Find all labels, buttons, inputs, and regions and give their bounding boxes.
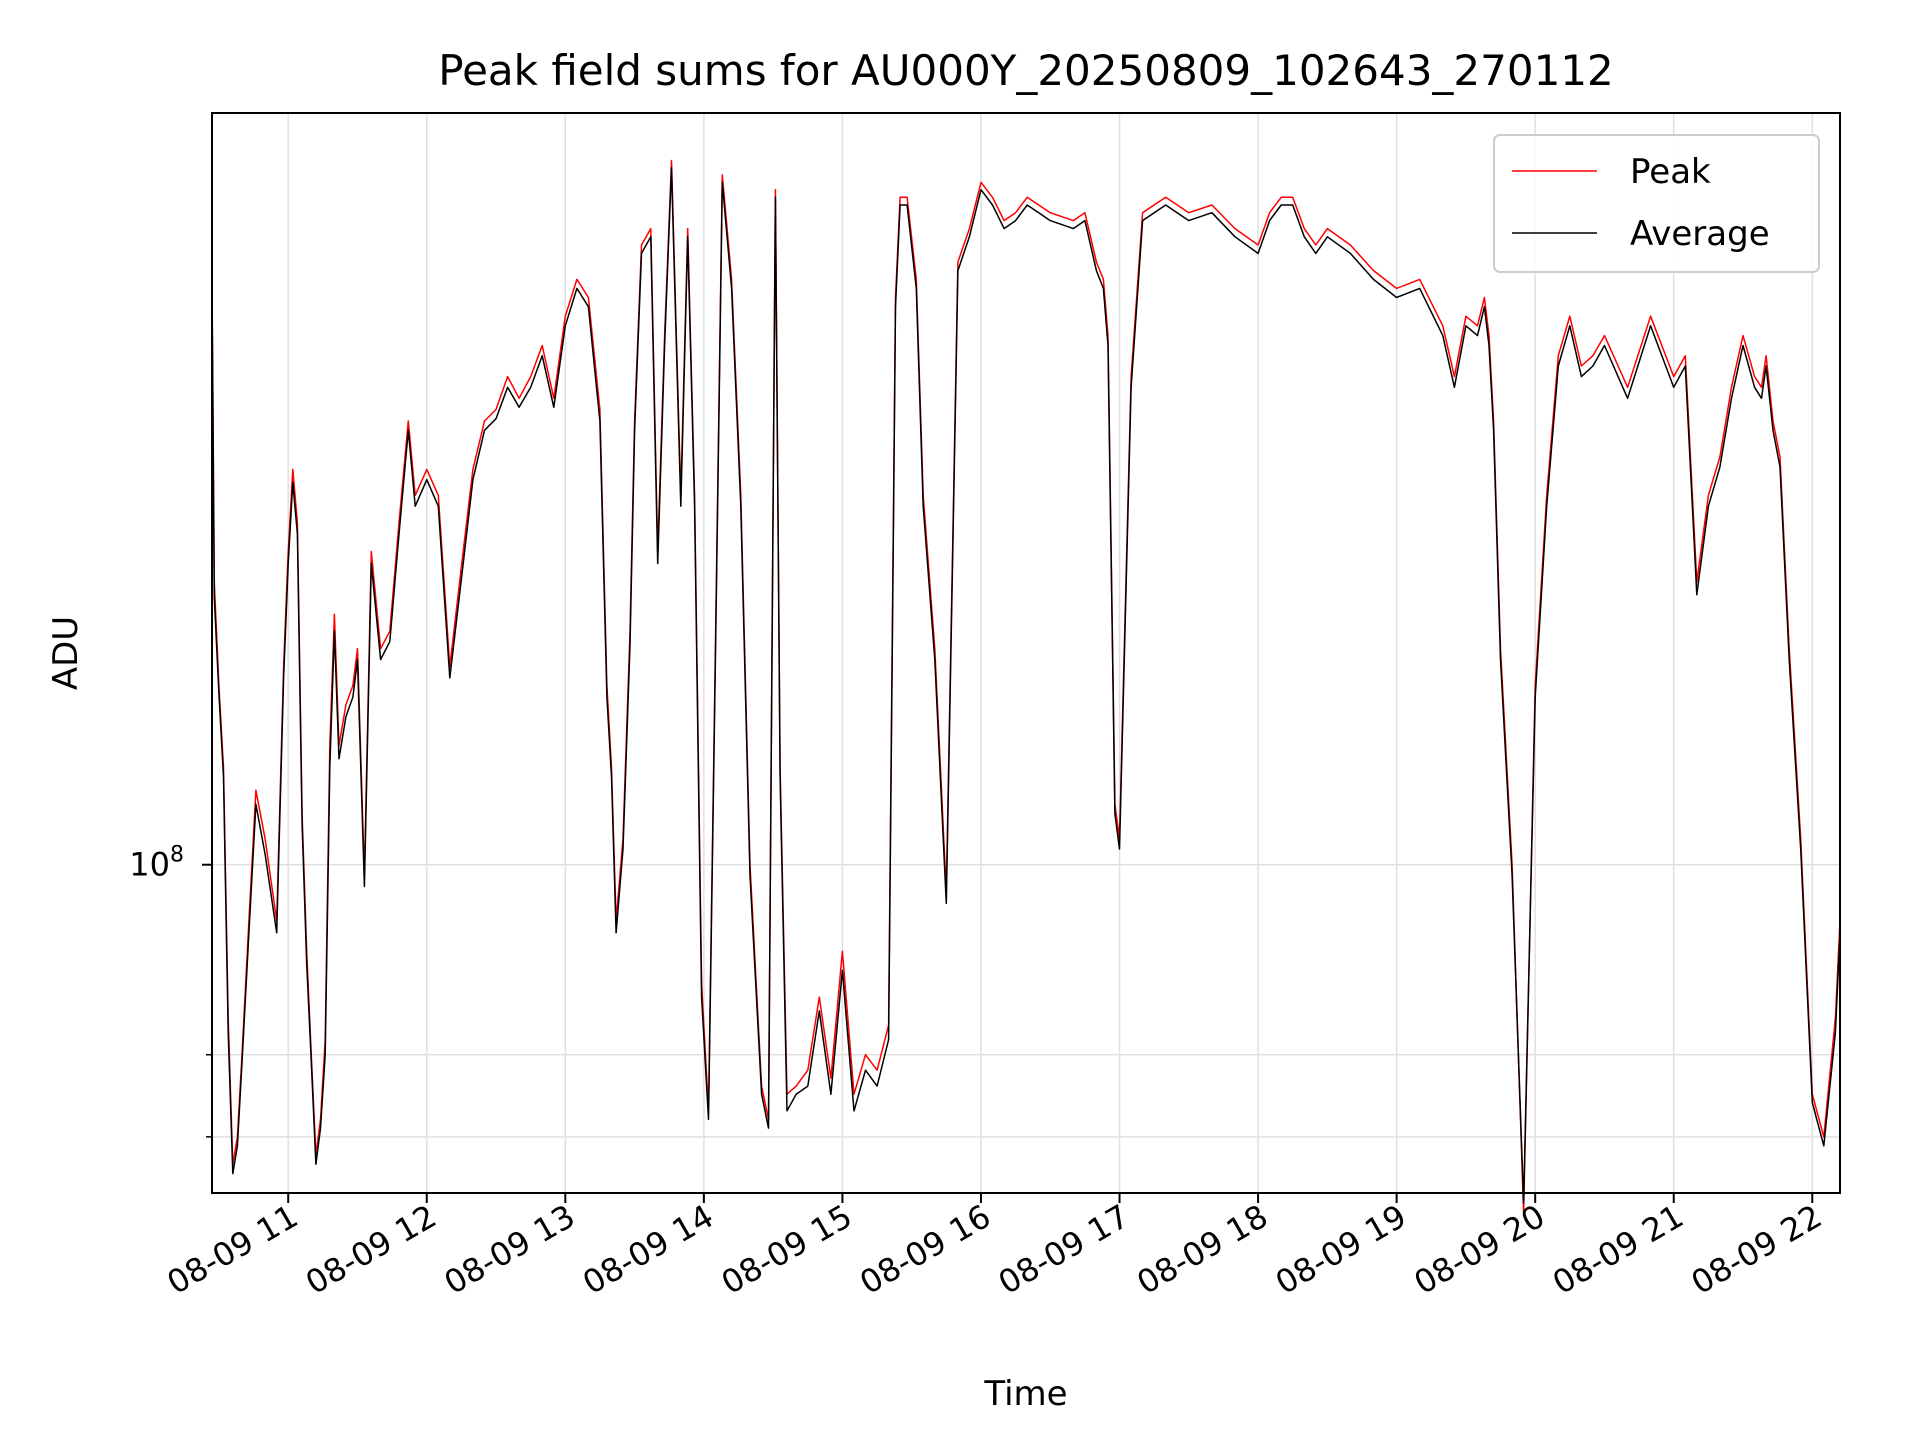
grid [212, 113, 1840, 1193]
y-axis-label: ADU [46, 616, 86, 690]
series-line-average [211, 166, 1841, 1204]
plot-frame [211, 112, 1841, 1194]
chart-title: Peak field sums for AU000Y_20250809_1026… [438, 46, 1614, 95]
y-tick-exponent: 8 [170, 843, 184, 868]
x-axis-label: Time [983, 1374, 1067, 1414]
series-line-peak [211, 159, 1841, 1214]
legend: Peak Average [1493, 134, 1820, 273]
legend-label-peak: Peak [1630, 152, 1711, 192]
legend-label-average: Average [1630, 214, 1770, 254]
legend-box [1493, 134, 1820, 273]
series-layer [211, 159, 1841, 1214]
